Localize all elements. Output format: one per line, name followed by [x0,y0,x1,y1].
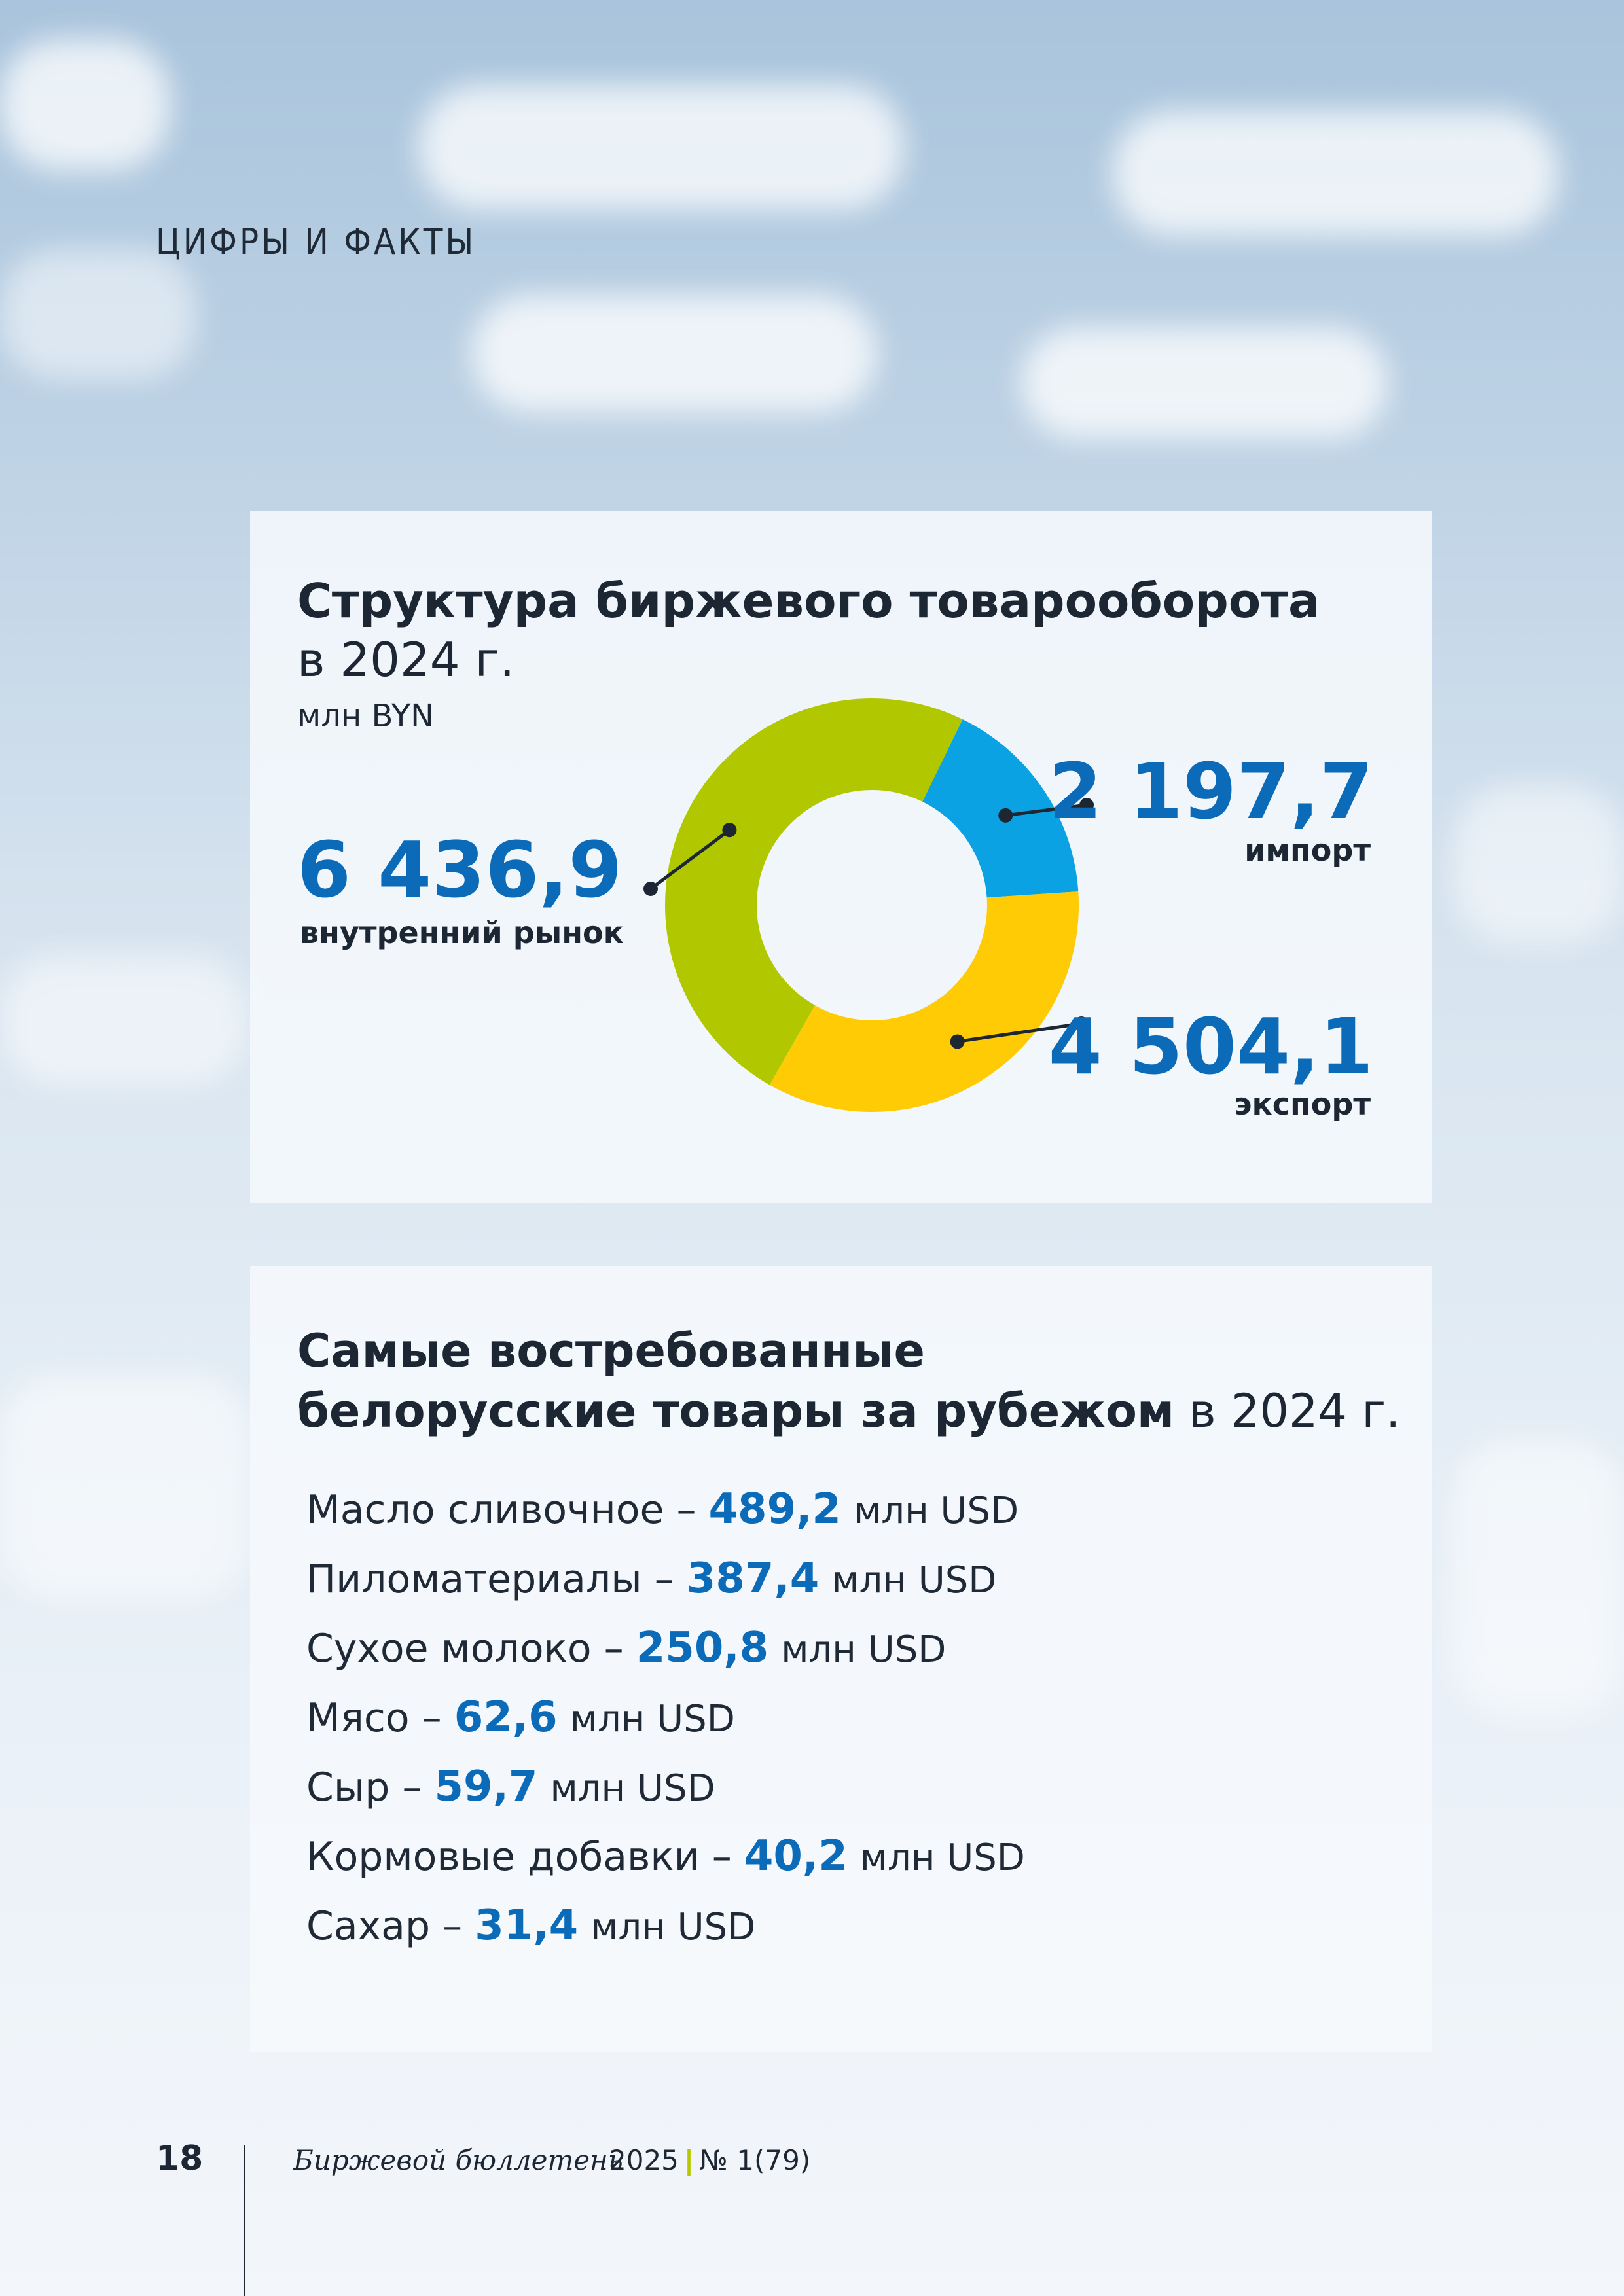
magazine-name: Биржевой бюллетень [293,2144,623,2176]
issue-number: № 1(79) [699,2144,811,2176]
top-goods-list: Масло сливочное – 489,2 млн USD Пиломате… [306,1475,1025,1960]
page-number: 18 [156,2139,204,2178]
item-value: 40,2 [744,1832,848,1880]
slice-export [769,891,1079,1112]
top-goods-title-line2: белорусские товары за рубежом в 2024 г. [297,1384,1400,1438]
leader-export-dot [1074,1016,1089,1031]
leader-export-dot [950,1034,965,1049]
structure-panel: Структура биржевого товарооборота в 2024… [250,511,1432,1203]
item-value: 250,8 [636,1624,769,1672]
item-separator: – [422,1695,442,1741]
structure-title: Структура биржевого товарооборота [297,573,1320,628]
item-name: Пиломатериалы [306,1556,642,1602]
structure-subtitle: в 2024 г. [297,632,515,687]
item-name: Кормовые добавки [306,1834,700,1880]
leader-domestic-dot [643,882,658,896]
item-value: 62,6 [454,1693,558,1742]
item-separator: – [676,1487,696,1533]
issue-info: 2025 | № 1(79) [609,2144,810,2176]
top-goods-panel: Самые востребованные белорусские товары … [250,1266,1432,2052]
domestic-value: 6 436,9 [297,825,623,915]
item-value: 387,4 [686,1554,820,1603]
leader-domestic-dot [722,823,737,838]
item-name: Сахар [306,1903,431,1949]
slice-domestic [664,698,963,1085]
background-light [419,85,903,209]
item-value: 489,2 [708,1485,841,1534]
item-separator: – [712,1834,732,1880]
list-item: Масло сливочное – 489,2 млн USD [306,1475,1025,1544]
structure-unit: млн BYN [297,698,435,734]
item-value: 31,4 [475,1901,579,1950]
item-separator: – [402,1765,422,1810]
item-name: Мясо [306,1695,410,1741]
issue-year: 2025 [609,2144,679,2176]
background-light [0,249,196,380]
item-separator: – [654,1556,674,1602]
top-goods-title-line1: Самые востребованные [297,1324,926,1378]
item-name: Масло сливочное [306,1487,664,1533]
item-unit: млн USD [831,1559,997,1602]
leader-import-dot [998,808,1013,823]
list-item: Сахар – 31,4 млн USD [306,1891,1025,1960]
item-unit: млн USD [781,1628,947,1671]
issue-divider: | [683,2144,695,2176]
export-label: экспорт [1234,1086,1371,1122]
list-item: Сухое молоко – 250,8 млн USD [306,1613,1025,1683]
import-label: импорт [1244,833,1371,868]
domestic-label: внутренний рынок [300,915,624,950]
item-unit: млн USD [569,1698,735,1740]
background-light [1021,327,1388,439]
list-item: Пиломатериалы – 387,4 млн USD [306,1544,1025,1613]
list-item: Сыр – 59,7 млн USD [306,1752,1025,1821]
top-goods-title-bold: белорусские товары за рубежом [297,1384,1175,1438]
export-value: 4 504,1 [1048,1001,1373,1092]
leader-import [1005,803,1087,817]
donut-chart [643,698,1094,1112]
item-unit: млн USD [854,1490,1019,1532]
item-separator: – [604,1626,624,1672]
item-separator: – [442,1903,463,1949]
item-unit: млн USD [590,1906,756,1948]
top-goods-title-rest: в 2024 г. [1189,1384,1401,1438]
list-item: Мясо – 62,6 млн USD [306,1683,1025,1752]
item-value: 59,7 [434,1763,538,1811]
list-item: Кормовые добавки – 40,2 млн USD [306,1821,1025,1891]
slice-import [922,719,1079,898]
item-name: Сыр [306,1765,390,1810]
item-unit: млн USD [550,1767,715,1810]
background-light [1113,111,1558,236]
leader-domestic [649,829,731,891]
background-light [0,39,170,170]
leader-export [957,1022,1082,1043]
leader-import-dot [1079,798,1094,812]
import-value: 2 197,7 [1048,746,1373,836]
background-light [1453,785,1623,942]
footer-divider [244,2145,245,2296]
item-unit: млн USD [859,1837,1025,1879]
section-label: ЦИФРЫ И ФАКТЫ [156,221,477,262]
background-light [471,295,877,412]
background-light [0,956,249,1086]
item-name: Сухое молоко [306,1626,592,1672]
background-light [0,1374,249,1597]
background-light [1453,1440,1623,1715]
